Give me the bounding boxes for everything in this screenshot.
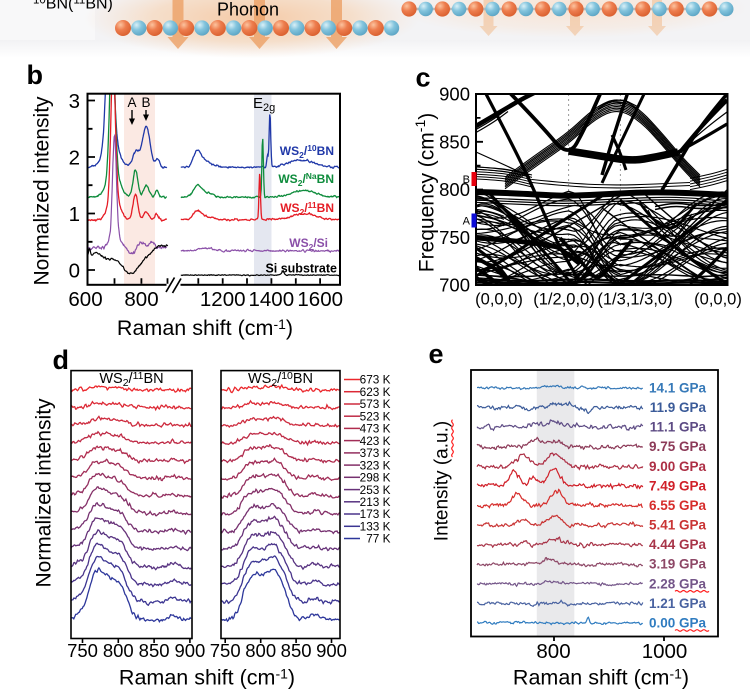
svg-text:WS2/11BN: WS2/11BN [99,370,163,389]
svg-text:(0,0,0): (0,0,0) [475,291,523,309]
svg-text:Normalized intensity: Normalized intensity [31,96,54,286]
svg-text:213 K: 213 K [360,495,391,509]
svg-text:11.1 GPa: 11.1 GPa [650,420,707,435]
svg-text:e: e [429,339,444,369]
svg-text:0.00 GPa: 0.00 GPa [649,616,707,631]
svg-text:423 K: 423 K [360,434,391,448]
svg-text:850: 850 [139,640,170,661]
svg-text:253 K: 253 K [360,483,391,497]
svg-text:673 K: 673 K [360,373,391,387]
svg-text:Si substrate: Si substrate [265,262,337,276]
svg-text:623 K: 623 K [360,385,391,399]
svg-text:(1/2,0,0): (1/2,0,0) [533,291,594,309]
svg-text:10BN(11BN): 10BN(11BN) [33,0,113,13]
svg-text:2: 2 [69,147,80,170]
svg-text:14.1 GPa: 14.1 GPa [649,381,707,396]
svg-text:Raman shift (cm-1): Raman shift (cm-1) [117,316,293,341]
svg-text:750: 750 [439,227,470,248]
svg-text:173 K: 173 K [360,507,391,521]
svg-text:1400: 1400 [248,288,294,311]
svg-text:Raman shift (cm-1): Raman shift (cm-1) [119,665,295,690]
svg-text:800: 800 [124,288,158,311]
svg-text:573 K: 573 K [360,397,391,411]
svg-text:900: 900 [174,640,205,661]
svg-text:6.55 GPa: 6.55 GPa [649,498,707,513]
svg-text:9.75 GPa: 9.75 GPa [649,439,707,454]
svg-text:Frequency (cm-1): Frequency (cm-1) [412,113,438,273]
svg-text:473 K: 473 K [360,422,391,436]
svg-text:7.49 GPa: 7.49 GPa [649,478,707,493]
svg-text:11.9 GPa: 11.9 GPa [650,400,707,415]
svg-text:800: 800 [536,640,570,663]
svg-text:750: 750 [67,640,98,661]
svg-text:2.28 GPa: 2.28 GPa [649,576,707,591]
svg-text:900: 900 [439,84,470,105]
svg-text:WS2/10BN: WS2/10BN [280,143,334,160]
svg-text:77 K: 77 K [366,532,390,546]
svg-text:1600: 1600 [297,288,343,311]
svg-text:A: A [127,95,136,110]
svg-text:523 K: 523 K [360,409,391,423]
svg-text:B: B [141,95,150,110]
svg-text:1.21 GPa: 1.21 GPa [649,596,707,611]
svg-text:800: 800 [245,640,276,661]
svg-text:WS2/Si: WS2/Si [289,236,328,252]
svg-text:750: 750 [210,640,241,661]
svg-text:WS2/11BN: WS2/11BN [280,200,334,217]
svg-text:(1/3,1/3,0): (1/3,1/3,0) [597,291,672,309]
svg-text:(0,0,0): (0,0,0) [694,291,742,309]
svg-text:3.19 GPa: 3.19 GPa [649,557,707,572]
svg-text:Raman shift (cm-1): Raman shift (cm-1) [513,665,689,690]
svg-text:298 K: 298 K [360,471,391,485]
svg-text:850: 850 [439,131,470,152]
svg-text:323 K: 323 K [360,458,391,472]
svg-text:Normalized intensity: Normalized intensity [33,398,56,588]
svg-text:900: 900 [316,640,347,661]
svg-text:WS2/NaBN: WS2/NaBN [278,171,334,188]
svg-text:Phonon: Phonon [217,0,279,20]
svg-text:800: 800 [439,179,470,200]
svg-text:1000: 1000 [642,640,688,663]
svg-text:0: 0 [69,260,80,283]
svg-text:5.41 GPa: 5.41 GPa [649,518,707,533]
svg-text:B: B [463,174,470,186]
svg-text:700: 700 [439,275,470,296]
svg-text:9.00 GPa: 9.00 GPa [649,459,707,474]
svg-text:373 K: 373 K [360,446,391,460]
svg-text:800: 800 [103,640,134,661]
svg-text:d: d [53,345,70,375]
svg-text:Intensity (a.u.): Intensity (a.u.) [432,421,453,541]
svg-text:4.44 GPa: 4.44 GPa [649,537,707,552]
svg-text:c: c [416,63,431,93]
svg-text:850: 850 [281,640,312,661]
svg-text:1200: 1200 [200,288,246,311]
svg-text:133 K: 133 K [360,520,391,534]
svg-text:b: b [27,60,44,90]
svg-text:1: 1 [69,203,80,226]
svg-text:600: 600 [68,288,102,311]
svg-text:3: 3 [69,90,80,113]
svg-text:A: A [463,216,471,228]
svg-text:WS2/10BN: WS2/10BN [248,370,313,389]
